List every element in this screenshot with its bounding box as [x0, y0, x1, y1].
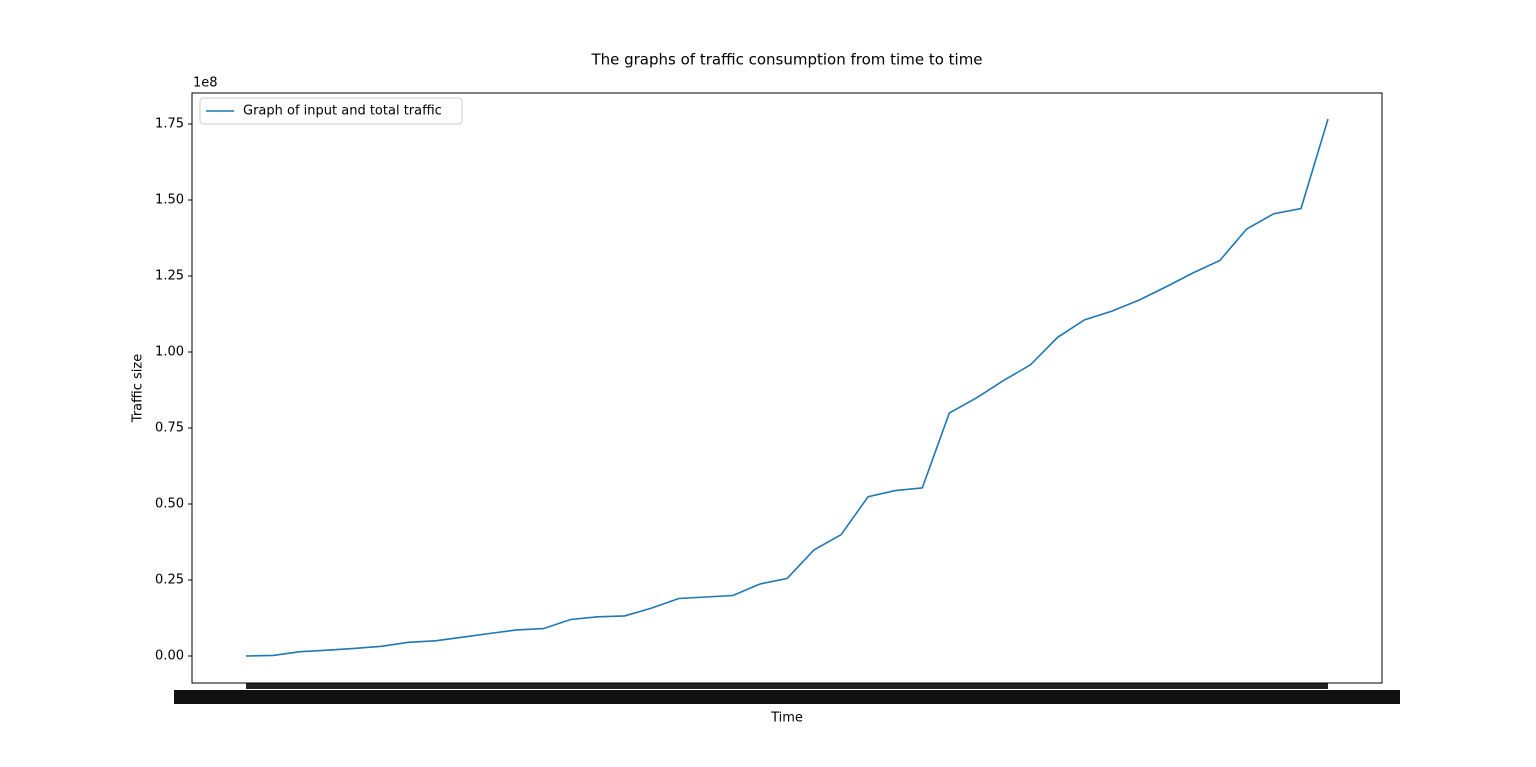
chart-title: The graphs of traffic consumption from t…	[590, 51, 982, 69]
legend-label: Graph of input and total traffic	[243, 104, 442, 119]
y-tick-label: 0.00	[155, 649, 184, 664]
y-axis-label: Traffic size	[131, 354, 146, 423]
y-tick-label: 1.25	[155, 269, 184, 284]
plot-area	[191, 92, 1383, 684]
y-tick-label: 1.50	[155, 193, 184, 208]
y-tick-label: 1.00	[155, 345, 184, 360]
y-tick-label: 1.75	[155, 117, 184, 132]
x-tick-labels-illegible	[174, 690, 1400, 704]
y-tick-label: 0.25	[155, 573, 184, 588]
line-series	[245, 118, 1329, 657]
legend-box	[199, 97, 463, 125]
y-offset-label: 1e8	[193, 76, 218, 91]
y-tick-label: 0.75	[155, 421, 184, 436]
y-tick-label: 0.50	[155, 497, 184, 512]
x-axis-label: Time	[770, 711, 803, 726]
x-tick-marks-dense	[246, 683, 1328, 689]
